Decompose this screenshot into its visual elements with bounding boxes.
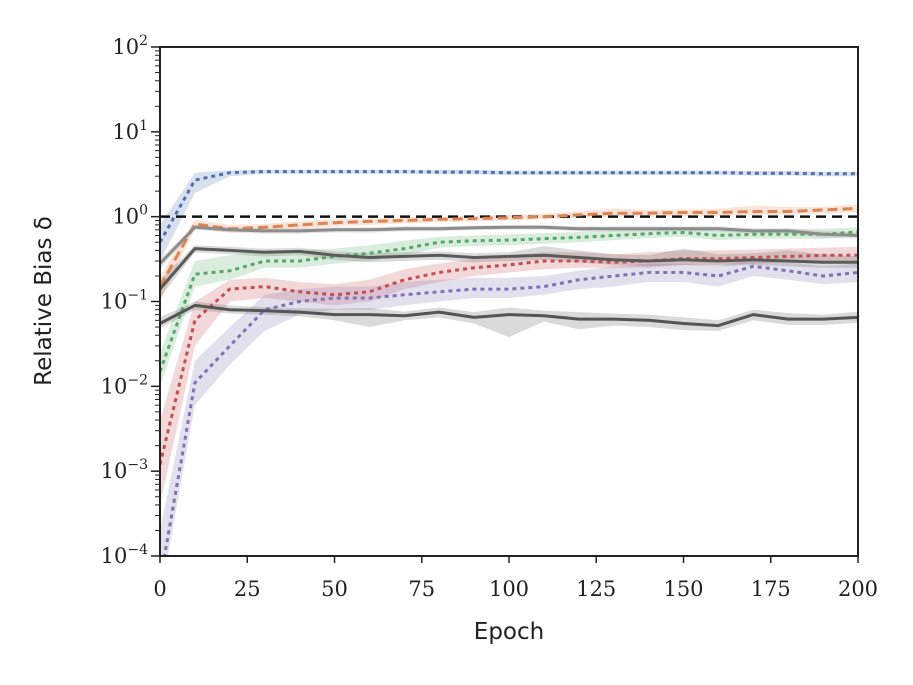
series-line-orange [160,206,858,288]
y-axis-label: Relative Bias δ [31,216,57,386]
series-line-gray-middle [160,247,858,291]
series-lines [160,170,858,556]
x-axis-label: Epoch [474,619,544,645]
series-line-gray-lower [160,303,858,328]
x-tick-label: 125 [576,577,616,601]
series-line-gray-upper [160,225,858,265]
band-gray-lower [160,301,858,338]
x-tick-label: 175 [751,577,791,601]
y-tick-label: 10−4 [101,542,148,568]
x-tick-label: 50 [321,577,348,601]
y-tick-label: 10−3 [101,457,148,483]
x-axis-ticks: 0 25 50 75 100 125 150 175 200 [153,556,878,601]
y-tick-label: 10−1 [101,288,148,314]
series-line-purple [162,264,858,556]
x-tick-label: 100 [489,577,529,601]
x-tick-label: 75 [408,577,435,601]
series-line-green [160,230,858,372]
x-tick-label: 25 [234,577,261,601]
band-orange [160,204,858,302]
series-line-blue [160,170,858,243]
y-tick-label: 100 [112,203,148,229]
y-tick-label: 10−2 [101,372,148,398]
x-tick-label: 0 [153,577,166,601]
x-tick-label: 150 [663,577,703,601]
y-tick-label: 102 [112,33,148,59]
series-line-red [160,253,858,465]
y-axis-ticks: 10−4 10−3 10−2 10−1 100 101 102 [101,33,160,568]
y-tick-label: 101 [112,118,148,144]
x-tick-label: 200 [838,577,878,601]
